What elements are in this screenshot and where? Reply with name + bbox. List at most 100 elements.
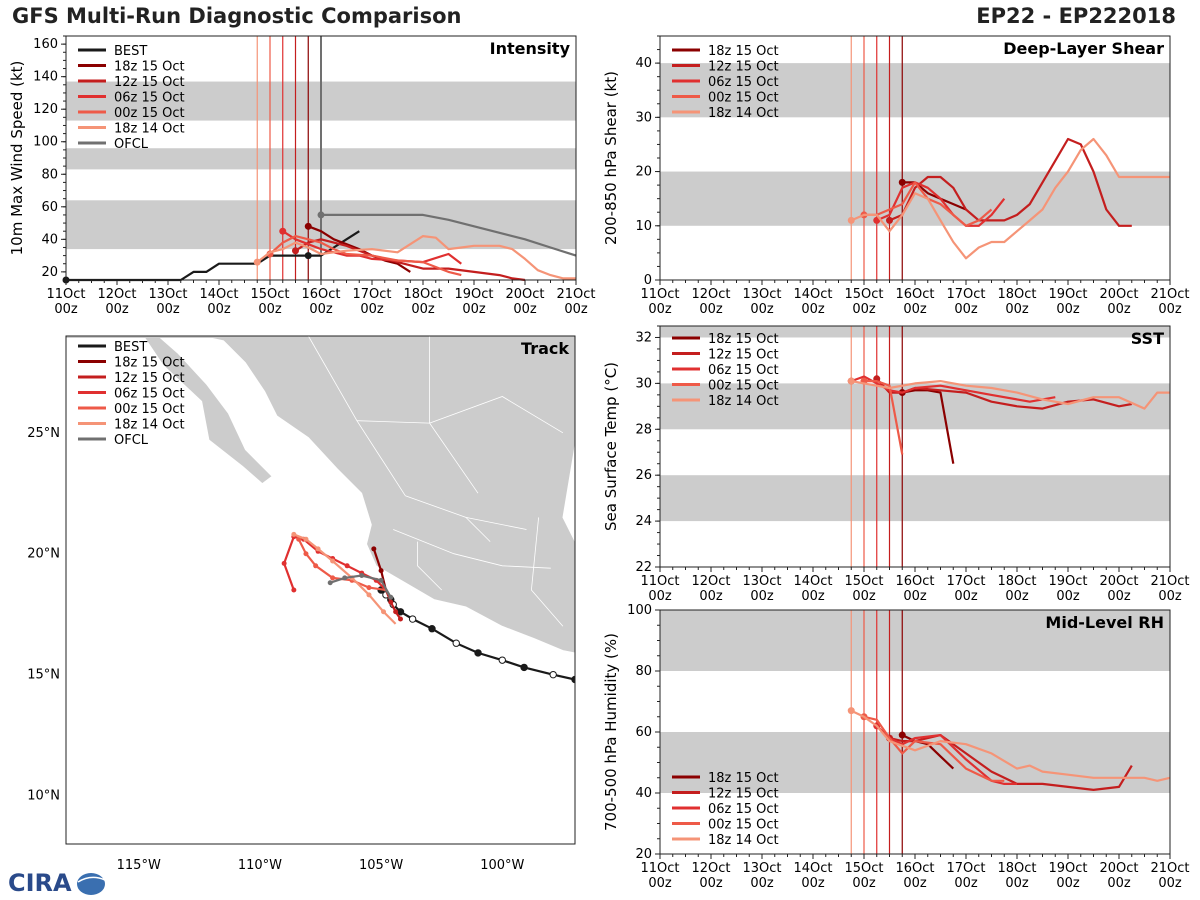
x-tick-day: 14Oct [793,861,832,876]
chart-title: SST [1131,329,1164,348]
x-tick-hour: 00z [462,302,486,317]
x-tick-day: 12Oct [691,287,730,302]
y-tick-label: 20 [635,847,652,862]
legend-label: 18z 15 Oct [114,356,185,371]
y-axis-label: 10m Max Wind Speed (kt) [8,61,26,256]
legend-label: 18z 14 Oct [708,394,779,409]
x-tick-day: 17Oct [946,861,985,876]
chart-title: Intensity [490,39,571,58]
state-border [599,590,600,638]
track-point [381,609,387,615]
legend-label: 12z 15 Oct [708,60,779,75]
x-tick-hour: 00z [360,302,384,317]
series-line-best [66,254,309,282]
legend-label: 06z 15 Oct [114,387,185,402]
lat-label: 25°N [27,426,60,441]
x-tick-hour: 00z [954,302,978,317]
x-tick-day: 18Oct [997,861,1036,876]
x-tick-hour: 00z [1158,589,1182,604]
y-tick-label: 60 [635,725,652,740]
y-tick-label: 28 [635,422,652,437]
series-start-point [304,252,312,260]
legend-label: 18z 15 Oct [708,44,779,59]
legend-label: 00z 15 Oct [708,818,779,833]
series-line-18z-14-oct [850,137,1170,260]
plot-area [660,610,1171,854]
x-tick-day: 14Oct [199,287,238,302]
x-tick-day: 21Oct [1150,574,1189,589]
x-tick-hour: 00z [801,876,825,891]
lon-label: 100°W [480,858,524,870]
x-tick-day: 19Oct [1048,861,1087,876]
x-tick-hour: 00z [750,589,774,604]
x-tick-hour: 00z [1158,876,1182,891]
legend-label: 12z 15 Oct [114,371,185,386]
y-axis-label: Sea Surface Temp (°C) [602,362,620,531]
series-line-00z-15-oct [864,379,904,455]
threshold-band [660,475,1170,522]
x-tick-day: 20Oct [505,287,544,302]
x-tick-hour: 00z [852,589,876,604]
x-tick-hour: 00z [648,876,672,891]
legend-label: OFCL [114,137,149,152]
y-tick-label: 60 [41,200,58,215]
legend-label: 12z 15 Oct [708,787,779,802]
best-track-point [498,656,506,664]
series-line-06z-15-oct [282,230,462,265]
track-line-18z-14-oct [293,533,397,625]
legend-label: 18z 15 Oct [114,60,185,75]
threshold-band [660,326,1170,338]
lat-label: 10°N [27,789,60,804]
y-axis-label: 700-500 hPa Humidity (%) [602,633,620,831]
x-tick-hour: 00z [648,589,672,604]
chart-title: Track [521,339,569,358]
legend-label: 00z 15 Oct [114,402,185,417]
track-point [378,577,384,583]
threshold-band [660,610,1170,671]
y-tick-label: 40 [635,786,652,801]
lat-label: 15°N [27,668,60,683]
x-tick-day: 17Oct [352,287,391,302]
x-tick-day: 16Oct [895,861,934,876]
legend-label: 18z 14 Oct [114,122,185,137]
x-tick-day: 15Oct [250,287,289,302]
y-tick-label: 30 [635,376,652,391]
track-point [313,563,319,569]
track-point [371,546,377,552]
series-line-06z-15-oct [876,725,1017,785]
legend-label: 12z 15 Oct [708,348,779,363]
track-line-12z-15-oct [384,589,402,620]
track-point [291,531,297,537]
x-tick-hour: 00z [1107,302,1131,317]
legend-label: OFCL [114,433,149,448]
track-point [291,587,297,593]
legend-label: BEST [114,44,147,59]
x-tick-day: 14Oct [793,287,832,302]
series-line-12z-15-oct [294,238,526,282]
x-tick-day: 19Oct [1048,287,1087,302]
x-tick-hour: 00z [1158,302,1182,317]
track-point [303,551,309,557]
x-tick-hour: 00z [801,589,825,604]
x-tick-hour: 00z [750,302,774,317]
x-tick-hour: 00z [258,302,282,317]
plot-area [62,36,577,284]
x-tick-hour: 00z [699,302,723,317]
x-tick-hour: 00z [1005,876,1029,891]
x-tick-hour: 00z [954,589,978,604]
track-point [366,592,372,598]
x-tick-hour: 00z [852,876,876,891]
land-baja [90,336,273,485]
x-tick-day: 20Oct [1099,861,1138,876]
state-border [429,336,479,494]
x-tick-hour: 00z [801,302,825,317]
sst-chart: 22242628303211Oct00z12Oct00z13Oct00z14Oc… [602,325,1190,604]
x-tick-hour: 00z [954,876,978,891]
land-us [66,336,575,338]
x-tick-hour: 00z [411,302,435,317]
series-line-ofcl [321,213,577,257]
x-tick-day: 11Oct [640,861,679,876]
best-track-point [408,615,417,623]
legend-label: 18z 14 Oct [114,418,185,433]
track-point [388,594,394,600]
